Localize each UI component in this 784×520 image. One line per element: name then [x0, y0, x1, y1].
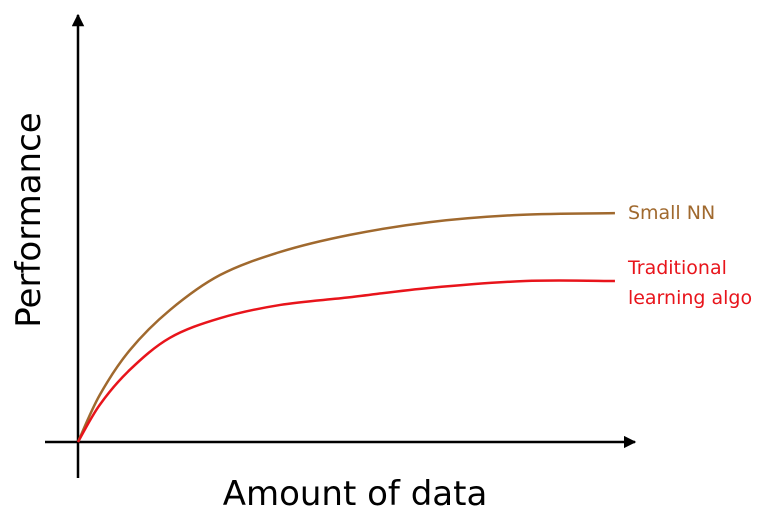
line [76, 279, 615, 443]
series-label: Traditional learning algo [627, 257, 753, 310]
series-label: Small NN [627, 202, 716, 225]
x-axis-title: Amount of data [223, 474, 488, 514]
y-axis-title: Performance [9, 112, 49, 327]
line [76, 211, 615, 443]
